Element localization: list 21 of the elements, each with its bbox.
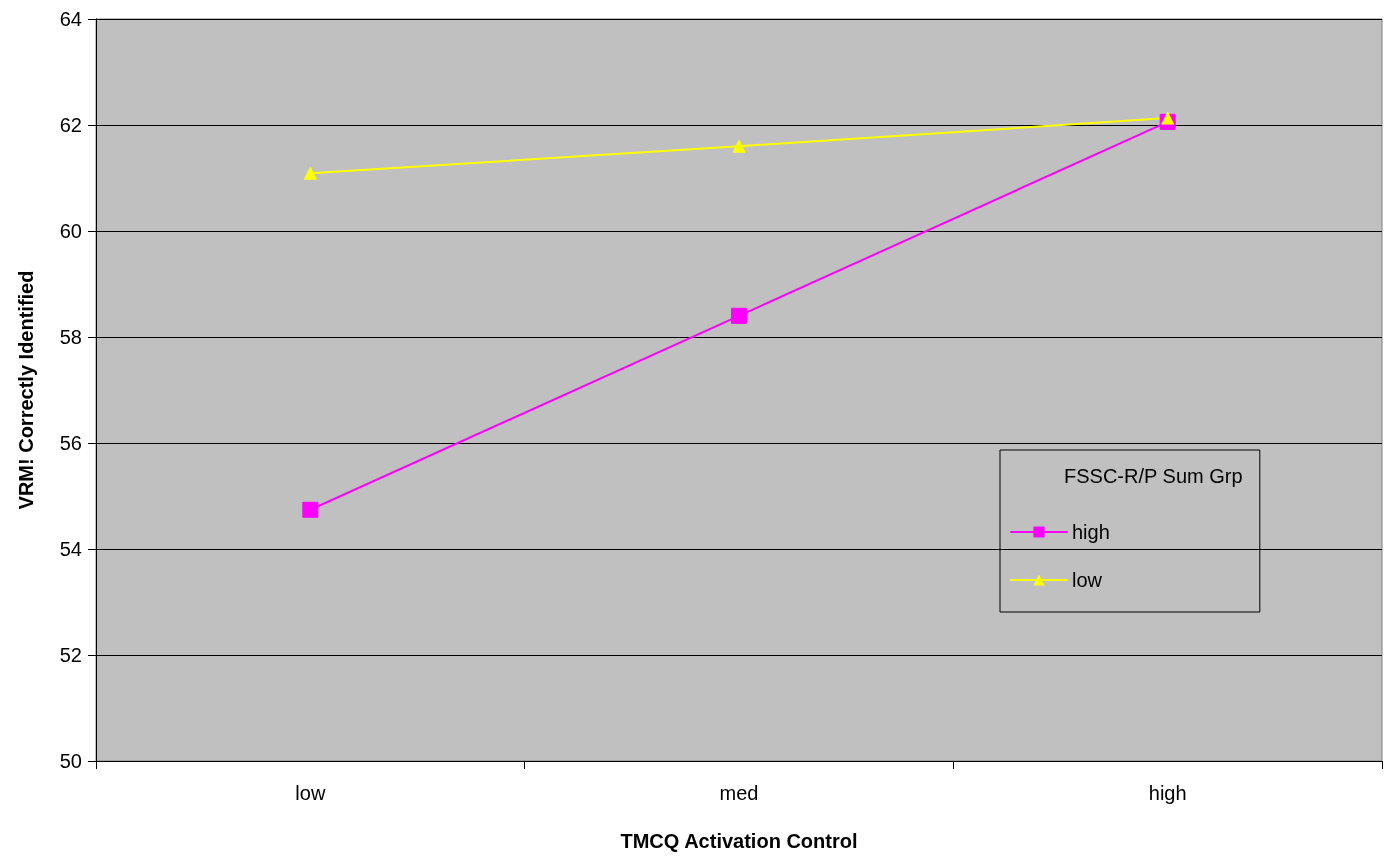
- x-tick-label: low: [295, 782, 326, 804]
- y-axis-title: VRM! Correctly Identified: [15, 270, 37, 510]
- y-tick-label: 52: [59, 644, 82, 666]
- x-tick-label: high: [1148, 782, 1187, 804]
- legend-title: FSSC-R/P Sum Grp: [1064, 465, 1243, 487]
- y-tick-label: 54: [59, 538, 82, 560]
- legend-label: high: [1072, 521, 1110, 543]
- y-tick-label: 56: [59, 432, 82, 454]
- point: [303, 166, 317, 180]
- x-axis-title: TMCQ Activation Control: [620, 830, 858, 852]
- y-tick-label: 50: [59, 750, 82, 772]
- point: [1161, 111, 1175, 125]
- point: [302, 501, 319, 518]
- y-tick-label: 60: [59, 220, 82, 242]
- y-tick-label: 58: [59, 326, 82, 348]
- y-tick-label: 62: [59, 114, 82, 136]
- x-tick-label: med: [719, 782, 759, 804]
- legend-label: low: [1072, 569, 1103, 591]
- y-tick-label: 64: [59, 8, 82, 30]
- point: [731, 307, 747, 324]
- point: [732, 139, 746, 153]
